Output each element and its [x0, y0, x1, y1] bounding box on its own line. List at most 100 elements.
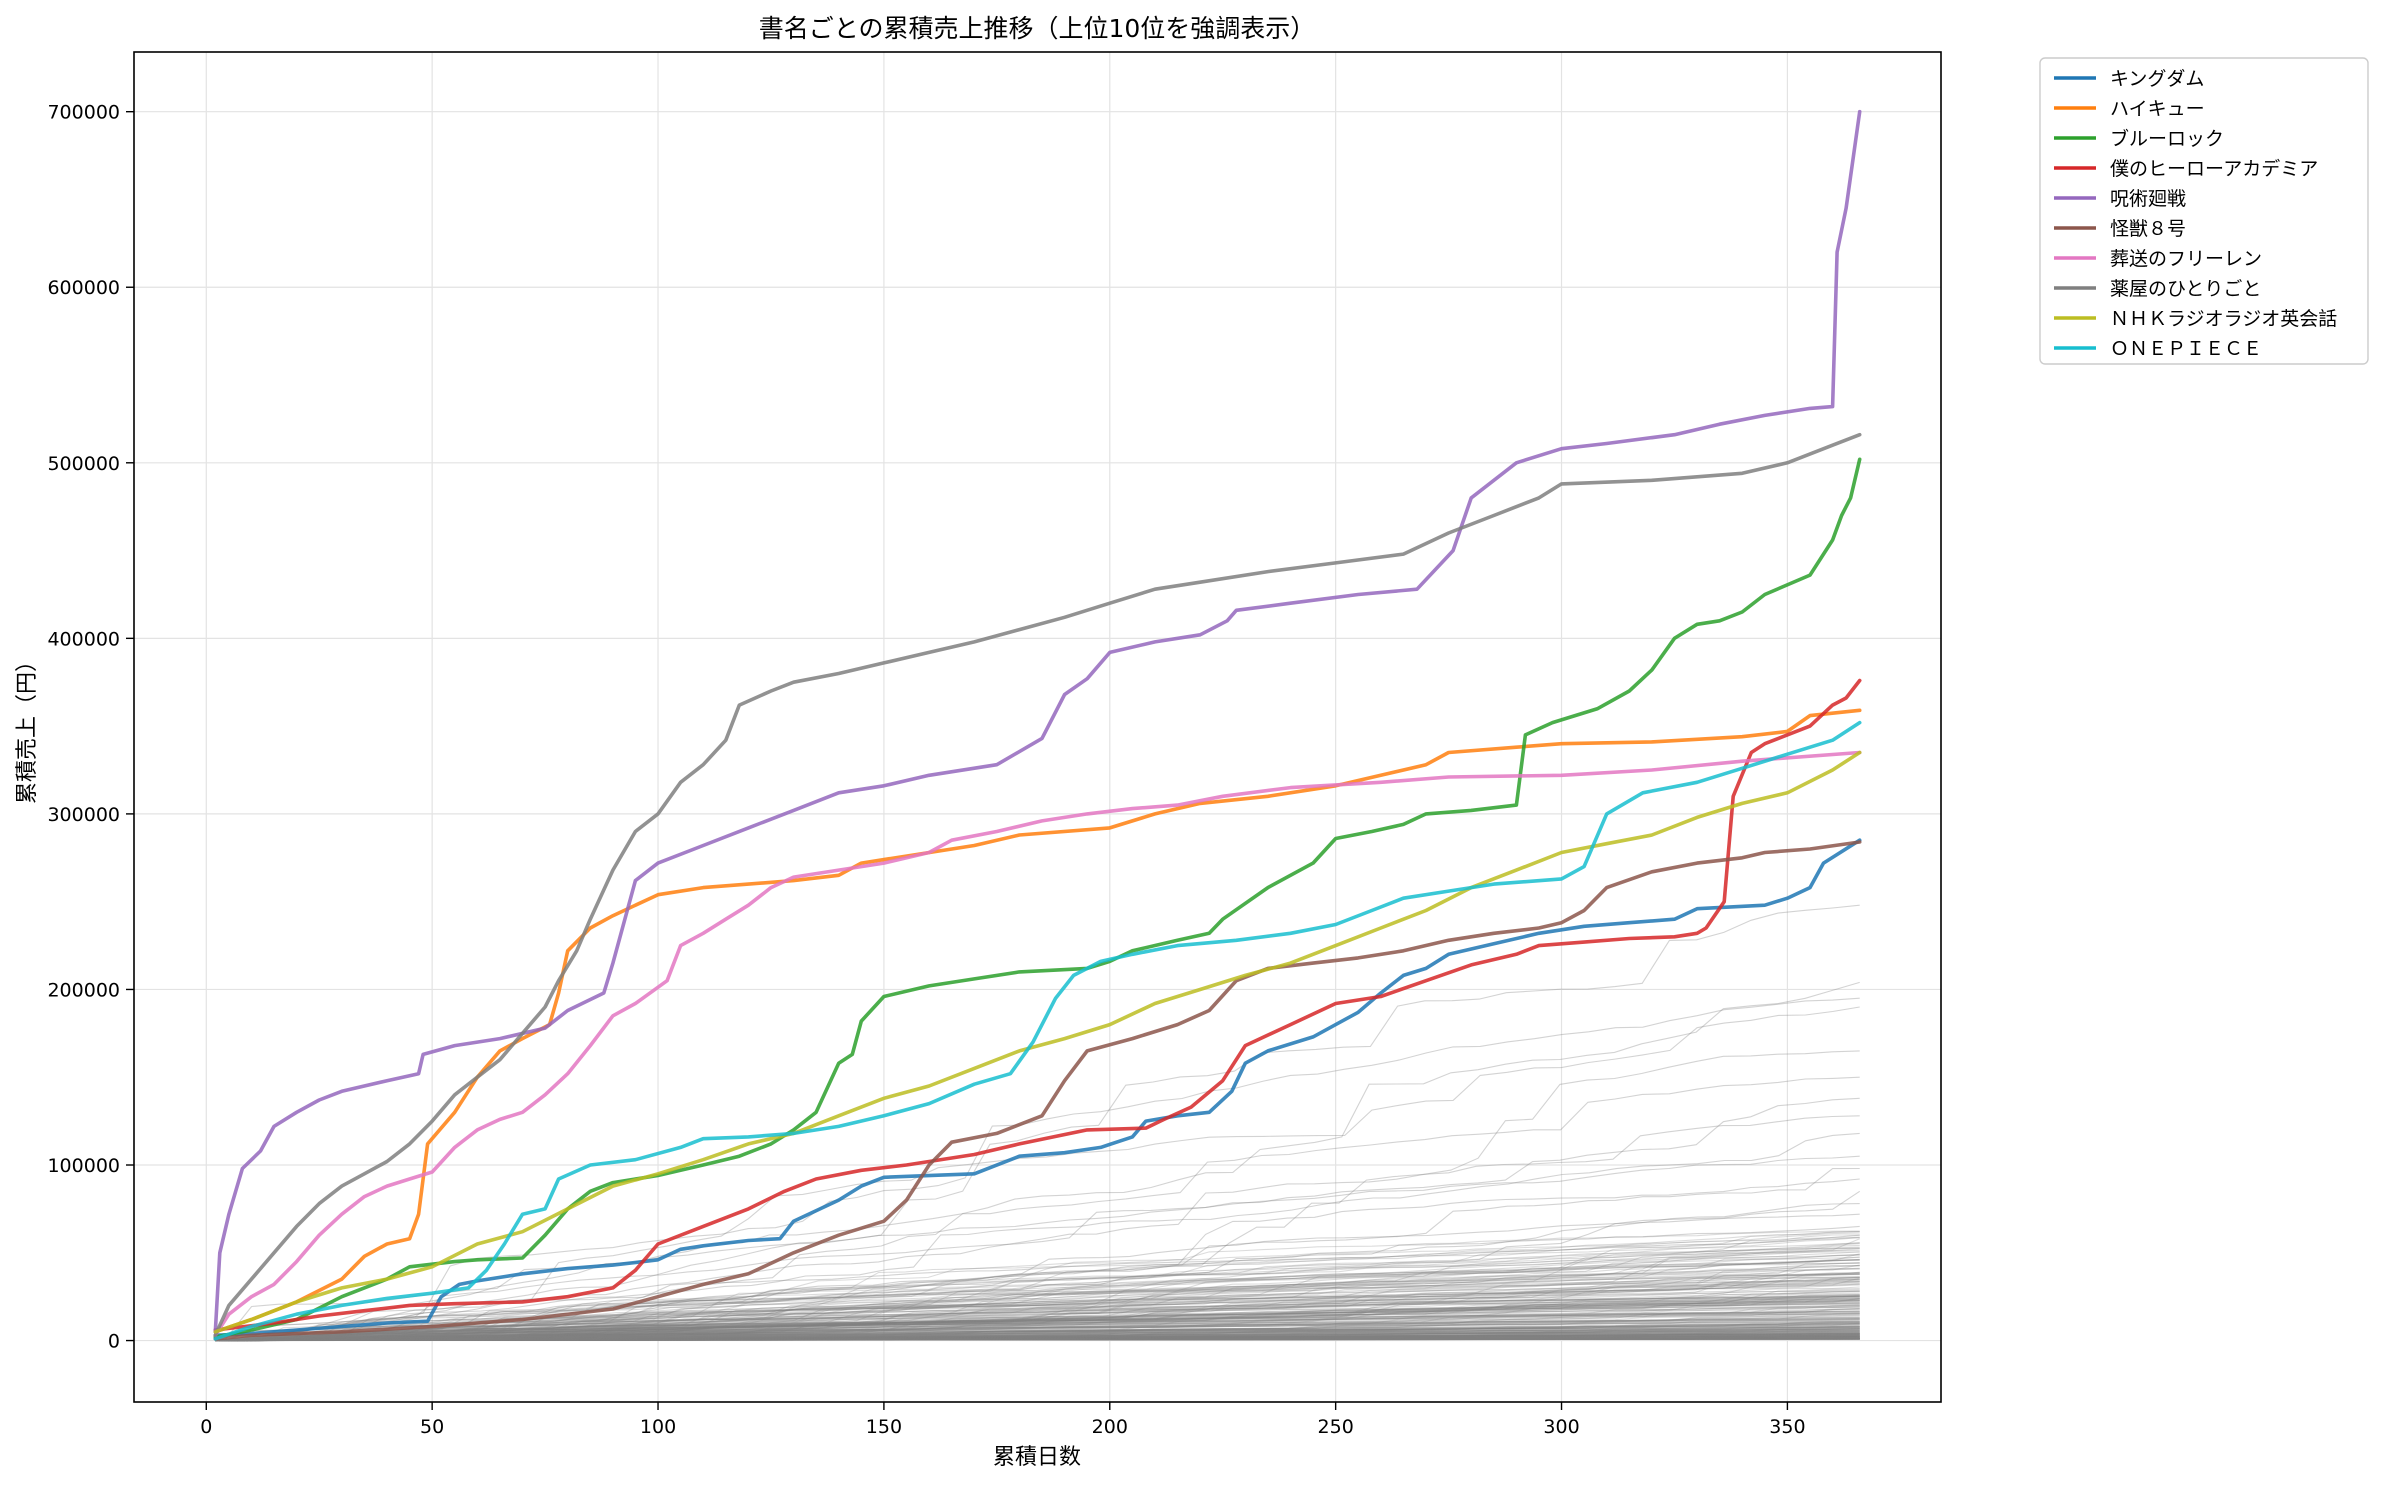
background-series-line — [215, 1338, 1860, 1342]
background-series-line — [237, 1308, 1860, 1342]
background-series-line — [215, 1335, 1860, 1342]
background-series-line — [237, 1338, 1860, 1342]
background-series-line — [224, 1268, 1860, 1342]
background-series-line — [228, 1305, 1860, 1342]
background-series-line — [215, 1337, 1860, 1342]
background-series-line — [219, 1273, 1860, 1342]
background-series-line — [215, 1338, 1860, 1342]
background-series-line — [215, 1286, 1860, 1342]
background-series-line — [224, 1331, 1860, 1342]
background-series-line — [237, 1295, 1860, 1342]
x-tick-label: 250 — [1318, 1416, 1354, 1438]
background-series-line — [215, 1338, 1860, 1342]
background-series-line — [224, 1317, 1860, 1342]
background-series-line — [215, 1331, 1860, 1342]
background-series-line — [233, 1321, 1860, 1342]
background-series-line — [233, 1299, 1860, 1342]
background-series-line — [215, 1304, 1860, 1342]
legend-frame — [2039, 57, 2369, 365]
background-series-line — [228, 1249, 1860, 1342]
background-series-line — [215, 1300, 1860, 1342]
background-series-line — [237, 1306, 1860, 1342]
background-series-line — [228, 1259, 1860, 1342]
background-series-line — [215, 1278, 1860, 1342]
x-tick-label: 50 — [420, 1416, 444, 1438]
background-series-line — [237, 1254, 1860, 1342]
background-series-line — [237, 1290, 1860, 1342]
x-tick-label: 100 — [640, 1416, 676, 1438]
background-series-line — [237, 1295, 1860, 1342]
grid — [134, 52, 1941, 1402]
background-series-line — [228, 1247, 1860, 1342]
legend-label: ＮＨＫラジオラジオ英会話 — [2110, 308, 2337, 330]
background-series-line — [228, 1313, 1860, 1342]
background-series-line — [219, 1338, 1860, 1342]
background-series-line — [224, 1338, 1860, 1342]
background-series-line — [237, 1262, 1860, 1342]
series-line — [213, 750, 1862, 1334]
plot-frame — [133, 51, 1942, 1403]
background-series-line — [224, 981, 1860, 1342]
background-series-line — [233, 1336, 1860, 1342]
background-series-line — [237, 1314, 1860, 1342]
background-series-line — [233, 1295, 1860, 1342]
background-series-line — [233, 1334, 1860, 1342]
background-series-line — [219, 1276, 1860, 1342]
legend-label: キングダム — [2110, 68, 2204, 90]
background-series-line — [215, 1294, 1860, 1342]
chart-title: 書名ごとの累積売上推移（上位10位を強調表示） — [759, 14, 1316, 43]
background-series-line — [228, 1213, 1860, 1342]
background-series-line — [224, 1295, 1860, 1342]
background-series-line — [228, 904, 1860, 1342]
x-tick-label: 150 — [866, 1416, 902, 1438]
background-series-line — [233, 997, 1860, 1342]
background-series-line — [219, 1302, 1860, 1342]
background-series-line — [224, 1310, 1860, 1342]
background-series-line — [215, 1328, 1860, 1342]
background-series-line — [224, 1336, 1860, 1342]
background-series-line — [228, 1338, 1860, 1342]
background-series-line — [224, 1253, 1860, 1342]
background-series-line — [228, 1338, 1860, 1342]
background-series-line — [237, 1297, 1860, 1342]
legend-label: 呪術廻戦 — [2110, 188, 2186, 210]
series-line — [213, 750, 1862, 1338]
background-series-line — [224, 1328, 1860, 1342]
background-series-line — [219, 1297, 1860, 1342]
background-series-line — [237, 1303, 1860, 1342]
background-series-line — [228, 1328, 1860, 1342]
background-series-line — [219, 1299, 1860, 1342]
background-series-line — [215, 1318, 1860, 1342]
background-series-line — [228, 1326, 1860, 1342]
legend: キングダムハイキューブルーロック僕のヒーローアカデミア呪術廻戦怪獣８号葬送のフリ… — [2039, 57, 2369, 365]
y-tick-label: 300000 — [47, 804, 120, 826]
background-series-line — [215, 1332, 1860, 1342]
series-line — [213, 457, 1862, 1339]
background-series-line — [228, 1308, 1860, 1342]
y-tick-label: 600000 — [47, 277, 120, 299]
background-series-line — [215, 1330, 1860, 1342]
background-series-line — [224, 1254, 1860, 1342]
background-series-line — [219, 1336, 1860, 1342]
background-series-line — [219, 1304, 1860, 1342]
background-series-line — [233, 1332, 1860, 1342]
background-series-line — [215, 1335, 1860, 1342]
background-series-line — [219, 1295, 1860, 1342]
background-series-line — [228, 1262, 1860, 1342]
background-series-line — [215, 1331, 1860, 1342]
background-series-line — [219, 1299, 1860, 1342]
background-series-line — [219, 1326, 1860, 1342]
y-tick-label: 700000 — [47, 102, 120, 124]
background-series-line — [233, 1334, 1860, 1342]
y-tick-label: 500000 — [47, 453, 120, 475]
background-series-line — [228, 1337, 1860, 1342]
background-series-line — [224, 1336, 1860, 1342]
background-series-line — [233, 1318, 1860, 1342]
background-series-line — [233, 1307, 1860, 1342]
background-series-line — [215, 1333, 1860, 1342]
background-series-line — [215, 1334, 1860, 1342]
background-series-line — [228, 1338, 1860, 1342]
background-series-line — [233, 1279, 1860, 1342]
background-series-line — [215, 1338, 1860, 1342]
background-series-line — [237, 1322, 1860, 1342]
